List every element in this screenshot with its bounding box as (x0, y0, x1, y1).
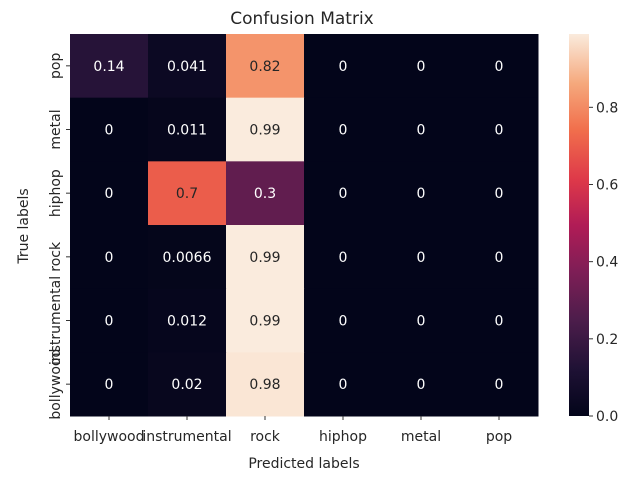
heatmap-cell (460, 34, 539, 99)
heatmap-cell (304, 352, 383, 417)
cell-value-label: 0 (495, 250, 504, 266)
heatmap-cell (148, 161, 227, 226)
cell-value-label: 0.041 (167, 59, 207, 75)
heatmap-cell (70, 34, 149, 99)
cell-value-label: 0.0066 (163, 250, 212, 266)
colorbar-tick-label: 0.0 (596, 409, 618, 425)
cell-value-label: 0.99 (249, 123, 280, 139)
heatmap-cell (382, 34, 461, 99)
heatmap-cell (304, 288, 383, 353)
colorbar-tick-label: 0.6 (596, 177, 618, 193)
y-tick-label: instrumental (48, 276, 64, 365)
heatmap-cell (148, 225, 227, 290)
cell-value-label: 0 (339, 59, 348, 75)
colorbar-gradient (569, 34, 589, 416)
cell-value-label: 0 (339, 123, 348, 139)
colorbar-tick-label: 0.8 (596, 100, 618, 116)
cell-value-label: 0 (417, 186, 426, 202)
cell-value-label: 0 (105, 123, 114, 139)
y-tick-label: rock (48, 241, 64, 272)
heatmap-cell (460, 97, 539, 162)
cell-value-label: 0.98 (249, 377, 280, 393)
heatmap-cells (70, 34, 539, 417)
heatmap-cell-labels: 0.14 0.041 0.82 0 0 0 0 0.011 0.99 0 0 0 0 0.7 0.3 0 0 0 0… (93, 59, 503, 393)
y-tick-label: bollywood (48, 349, 64, 420)
x-tick-label: pop (486, 429, 512, 445)
cell-value-label: 0 (417, 59, 426, 75)
heatmap-cell (148, 288, 227, 353)
cell-value-label: 0.02 (171, 377, 202, 393)
x-tick-label: metal (401, 429, 441, 445)
heatmap-cell (382, 352, 461, 417)
heatmap-cell (70, 288, 149, 353)
colorbar-tick-label: 0.4 (596, 255, 618, 271)
cell-value-label: 0.012 (167, 314, 207, 330)
heatmap-cell (382, 225, 461, 290)
cell-value-label: 0 (417, 250, 426, 266)
chart-title: Confusion Matrix (230, 9, 374, 29)
heatmap-cell (460, 288, 539, 353)
cell-value-label: 0.7 (176, 186, 198, 202)
cell-value-label: 0.99 (249, 314, 280, 330)
y-tick-label: metal (48, 109, 64, 149)
heatmap-cell (226, 288, 305, 353)
heatmap-cell (226, 352, 305, 417)
cell-value-label: 0 (105, 250, 114, 266)
x-tick-label: rock (250, 429, 281, 445)
cell-value-label: 0.82 (249, 59, 280, 75)
cell-value-label: 0 (105, 377, 114, 393)
cell-value-label: 0 (339, 314, 348, 330)
x-axis-label: Predicted labels (248, 456, 359, 472)
heatmap-cell (304, 97, 383, 162)
cell-value-label: 0 (339, 377, 348, 393)
heatmap-cell (226, 34, 305, 99)
cell-value-label: 0 (417, 123, 426, 139)
heatmap-cell (226, 97, 305, 162)
cell-value-label: 0 (417, 314, 426, 330)
heatmap-cell (382, 97, 461, 162)
heatmap-cell (148, 34, 227, 99)
cell-value-label: 0.3 (254, 186, 276, 202)
heatmap-cell (70, 225, 149, 290)
y-tick-label: pop (48, 53, 64, 79)
heatmap-cell (304, 161, 383, 226)
colorbar: 0.0 0.2 0.4 0.6 0.8 (569, 34, 618, 425)
y-axis-label: True labels (16, 188, 32, 264)
heatmap-cell (382, 288, 461, 353)
heatmap-cell (70, 97, 149, 162)
cell-value-label: 0.99 (249, 250, 280, 266)
heatmap-cell (148, 352, 227, 417)
heatmap-cell (304, 225, 383, 290)
cell-value-label: 0 (339, 186, 348, 202)
y-tick-label: hiphop (48, 169, 64, 217)
heatmap-cell (382, 161, 461, 226)
cell-value-label: 0.011 (167, 123, 207, 139)
cell-value-label: 0.14 (93, 59, 124, 75)
cell-value-label: 0 (105, 186, 114, 202)
cell-value-label: 0 (105, 314, 114, 330)
cell-value-label: 0 (339, 250, 348, 266)
cell-value-label: 0 (495, 186, 504, 202)
x-tick-label: hiphop (319, 429, 367, 445)
heatmap-cell (70, 352, 149, 417)
heatmap-cell (304, 34, 383, 99)
x-tick-label: instrumental (142, 429, 231, 445)
cell-value-label: 0 (495, 377, 504, 393)
cell-value-label: 0 (495, 314, 504, 330)
heatmap-cell (460, 161, 539, 226)
heatmap-cell (226, 225, 305, 290)
heatmap-cell (70, 161, 149, 226)
cell-value-label: 0 (417, 377, 426, 393)
heatmap-cell (148, 97, 227, 162)
colorbar-tick-label: 0.2 (596, 332, 618, 348)
heatmap-cell (460, 225, 539, 290)
heatmap-cell (460, 352, 539, 417)
heatmap-cell (226, 161, 305, 226)
x-tick-label: bollywood (74, 429, 145, 445)
cell-value-label: 0 (495, 59, 504, 75)
cell-value-label: 0 (495, 123, 504, 139)
